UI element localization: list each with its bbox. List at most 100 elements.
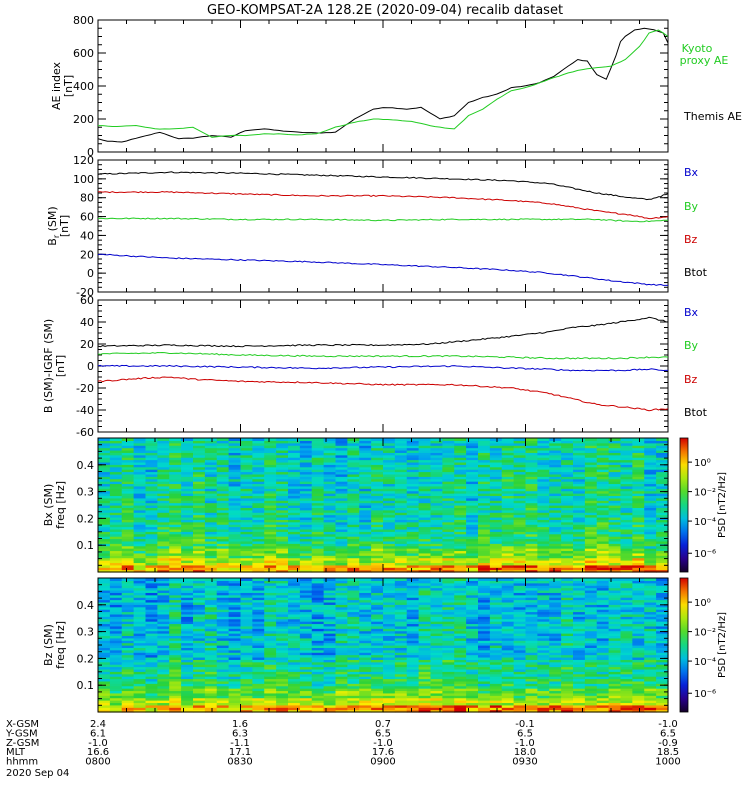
spectrogram-cell	[584, 548, 598, 552]
spectrogram-cell	[216, 543, 230, 547]
spectrogram-cell	[145, 683, 158, 687]
spectrogram-cell	[454, 661, 467, 665]
spectrogram-cell	[335, 611, 348, 615]
spectrogram-cell	[181, 505, 194, 508]
spectrogram-cell	[335, 688, 348, 692]
spectrogram-cell	[323, 552, 337, 556]
spectrogram-cell	[371, 578, 384, 581]
spectrogram-cell	[311, 500, 325, 504]
spectrogram-cell	[264, 512, 277, 516]
spectrogram-cell	[145, 483, 158, 487]
spectrogram-cell	[561, 483, 574, 487]
spectrogram-cell	[335, 528, 348, 532]
spectrogram-cell	[264, 457, 277, 461]
spectrogram-cell	[596, 502, 610, 506]
spectrogram-cell	[442, 589, 455, 593]
spectrogram-cell	[228, 495, 242, 499]
spectrogram-cell	[371, 473, 384, 477]
spectrogram-cell	[133, 671, 147, 675]
spectrogram-cell	[383, 502, 396, 506]
spectrogram-cell	[181, 445, 194, 449]
spectrogram-cell	[644, 476, 657, 480]
spectrogram-cell	[121, 637, 135, 641]
spectrogram-cell	[240, 664, 253, 668]
spectrogram-cell	[181, 555, 194, 559]
spectrogram-cell	[109, 597, 123, 601]
spectrogram-cell	[418, 485, 432, 489]
spectrogram-cell	[299, 493, 313, 497]
spectrogram-cell	[252, 652, 265, 656]
spectrogram-cell	[656, 495, 669, 499]
spectrogram-cell	[454, 637, 467, 641]
y-label-subscript: r	[52, 234, 61, 238]
spectrogram-cell	[169, 709, 182, 713]
spectrogram-cell	[359, 709, 372, 713]
spectrogram-cell	[501, 516, 515, 520]
spectrogram-cell	[133, 528, 147, 532]
spectrogram-cell	[169, 478, 182, 482]
spectrogram-cell	[299, 676, 313, 680]
spectrogram-cell	[109, 628, 123, 632]
spectrogram-cell	[394, 664, 408, 668]
spectrogram-cell	[418, 592, 432, 596]
spectrogram-cell	[394, 692, 408, 696]
spectrogram-cell	[584, 543, 598, 547]
spectrogram-cell	[228, 473, 242, 477]
spectrogram-cell	[121, 502, 135, 506]
spectrogram-cell	[418, 445, 432, 449]
spectrogram-cell	[573, 461, 586, 465]
spectrogram-cell	[525, 540, 538, 544]
spectrogram-cell	[347, 666, 360, 670]
spectrogram-cell	[335, 628, 348, 632]
spectrogram-cell	[418, 507, 432, 511]
spectrogram-cell	[240, 668, 253, 672]
spectrogram-cell	[288, 666, 301, 670]
spectrogram-cell	[335, 502, 348, 506]
spectrogram-cell	[454, 592, 467, 596]
spectrogram-cell	[596, 473, 610, 477]
spectrogram-cell	[394, 545, 408, 549]
spectrogram-cell	[335, 505, 348, 508]
spectrogram-cell	[430, 540, 443, 544]
spectrogram-cell	[359, 505, 372, 508]
spectrogram-cell	[169, 507, 182, 511]
spectrogram-cell	[359, 536, 372, 540]
spectrogram-cell	[311, 469, 325, 473]
spectrogram-cell	[347, 678, 360, 682]
spectrogram-cell	[109, 618, 123, 622]
spectrogram-cell	[169, 488, 182, 492]
spectrogram-cell	[121, 528, 135, 532]
spectrogram-cell	[264, 671, 277, 675]
spectrogram-cell	[98, 652, 111, 656]
spectrogram-cell	[347, 557, 360, 561]
spectrogram-cell	[632, 459, 645, 463]
spectrogram-cell	[406, 700, 420, 704]
spectrogram-cell	[656, 538, 669, 542]
spectrogram-cell	[383, 569, 396, 573]
spectrogram-cell	[371, 545, 384, 549]
spectrogram-cell	[204, 495, 218, 499]
spectrogram-cell	[501, 493, 515, 497]
spectrogram-cell	[145, 635, 158, 639]
spectrogram-cell	[157, 545, 170, 549]
spectrogram-cell	[383, 483, 396, 487]
spectrogram-cell	[169, 668, 182, 672]
spectrogram-cell	[656, 497, 669, 501]
spectrogram-cell	[644, 466, 657, 470]
spectrogram-cell	[109, 524, 123, 528]
spectrogram-cell	[240, 519, 253, 523]
spectrogram-cell	[371, 656, 384, 660]
spectrogram-cell	[620, 540, 633, 544]
spectrogram-cell	[406, 647, 420, 651]
spectrogram-cell	[228, 637, 242, 641]
spectrogram-cell	[644, 555, 657, 559]
spectrogram-cell	[323, 481, 337, 485]
spectrogram-cell	[537, 507, 550, 511]
spectrogram-cell	[359, 569, 372, 573]
spectrogram-cell	[133, 630, 147, 634]
spectrogram-cell	[98, 613, 111, 617]
spectrogram-cell	[288, 625, 301, 629]
spectrogram-cell	[216, 550, 230, 554]
spectrogram-cell	[216, 540, 230, 544]
spectrogram-cell	[608, 564, 622, 568]
